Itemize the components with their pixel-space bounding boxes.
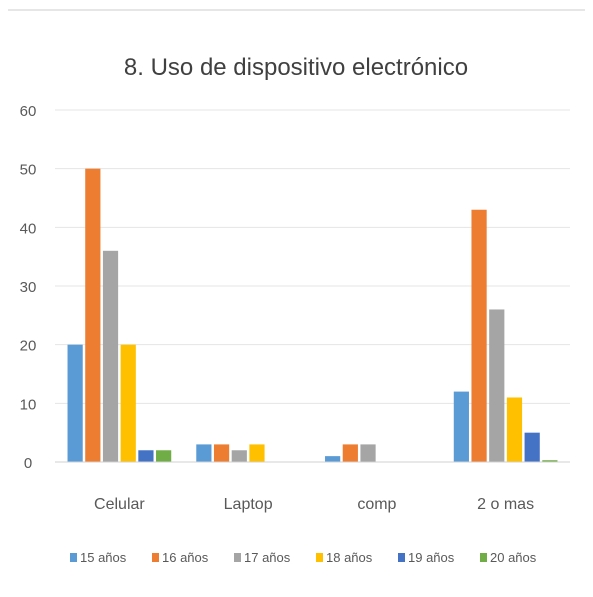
y-tick-label: 40	[20, 220, 37, 237]
legend-swatch	[480, 553, 487, 562]
bar	[342, 444, 358, 462]
y-tick-label: 60	[20, 103, 37, 120]
category-label: Celular	[94, 496, 145, 513]
bar	[231, 450, 247, 462]
y-tick-label: 20	[20, 338, 37, 355]
legend-label: 20 años	[490, 550, 537, 565]
chart-title: 8. Uso de dispositivo electrónico	[124, 54, 468, 81]
bar	[138, 450, 154, 462]
bar	[489, 309, 505, 462]
bar	[213, 444, 230, 462]
y-tick-label: 10	[20, 396, 37, 413]
chart-top-border	[8, 9, 585, 11]
legend-label: 19 años	[408, 550, 455, 565]
bar	[67, 344, 83, 462]
legend-swatch	[70, 553, 77, 562]
x-axis-categories: Celular Laptop comp 2 o mas	[94, 496, 534, 513]
bar	[102, 250, 119, 462]
legend-swatch	[316, 553, 323, 562]
category-label: Laptop	[224, 496, 273, 513]
y-tick-label: 30	[20, 279, 37, 296]
category-label: comp	[357, 496, 396, 513]
legend-label: 16 años	[162, 550, 209, 565]
bar	[196, 444, 212, 462]
legend-swatch	[152, 553, 159, 562]
y-axis-ticks: 0 10 20 30 40 50 60	[20, 103, 37, 472]
legend-label: 17 años	[244, 550, 291, 565]
legend: 15 años 16 años 17 años 18 años 19 años 20 añ…	[70, 550, 537, 565]
legend-label: 15 años	[80, 550, 127, 565]
bar	[471, 209, 487, 462]
bar	[506, 397, 523, 462]
bar	[249, 444, 265, 462]
bar	[156, 450, 172, 462]
bar	[524, 432, 540, 462]
bar	[360, 444, 376, 462]
y-tick-label: 50	[20, 162, 37, 179]
y-tick-label: 0	[24, 455, 32, 472]
bar	[453, 391, 469, 462]
bars	[67, 168, 558, 462]
legend-swatch	[398, 553, 405, 562]
category-label: 2 o mas	[477, 496, 534, 513]
legend-swatch	[234, 553, 241, 562]
bar	[85, 168, 101, 462]
bar	[120, 344, 136, 462]
bar	[542, 460, 558, 462]
legend-label: 18 años	[326, 550, 373, 565]
bar	[325, 456, 341, 462]
